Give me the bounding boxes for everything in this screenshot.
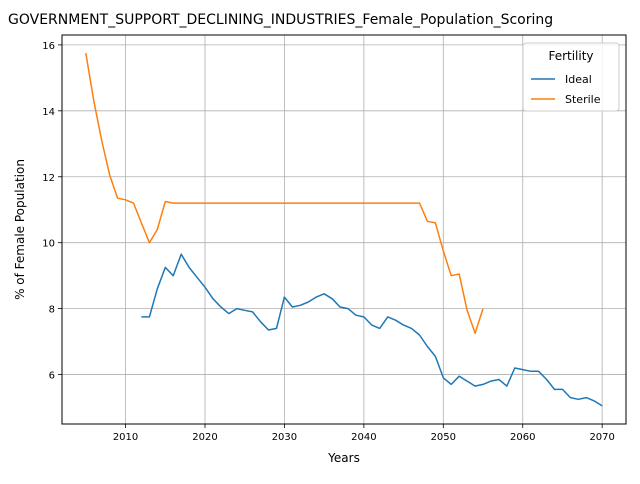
plot-frame [61, 34, 627, 425]
legend-label-sterile: Sterile [565, 93, 601, 106]
series-layer [85, 52, 603, 407]
x-tick-label: 2050 [431, 432, 456, 443]
legend-box [522, 42, 620, 112]
y-tick-label: 14 [42, 107, 55, 118]
y-tick-label: 16 [42, 41, 55, 52]
y-tick-label: 12 [42, 173, 55, 184]
x-axis-label: Years [327, 451, 360, 465]
x-tick-label: 2060 [510, 432, 535, 443]
grid-layer [62, 35, 626, 424]
chart-title: GOVERNMENT_SUPPORT_DECLINING_INDUSTRIES_… [8, 12, 553, 28]
series-line-sterile [85, 52, 484, 335]
x-tick-label: 2040 [351, 432, 376, 443]
x-tick-label: 2020 [192, 432, 217, 443]
y-tick-label: 8 [49, 305, 55, 316]
legend: Fertility Ideal Sterile [522, 42, 620, 112]
y-tick-label: 6 [49, 371, 55, 382]
x-tick-label: 2010 [113, 432, 138, 443]
legend-items: Ideal Sterile [531, 73, 601, 106]
x-tick-label: 2070 [589, 432, 614, 443]
tick-layer: 2010 2020 2030 2040 2050 2060 2070 6 8 10 12 14 16 [42, 41, 615, 443]
x-tick-label: 2030 [272, 432, 297, 443]
legend-title: Fertility [548, 49, 593, 63]
series-line-ideal [141, 253, 603, 407]
y-tick-label: 10 [42, 239, 55, 250]
y-axis-label: % of Female Population [13, 159, 27, 300]
legend-label-ideal: Ideal [565, 73, 592, 86]
